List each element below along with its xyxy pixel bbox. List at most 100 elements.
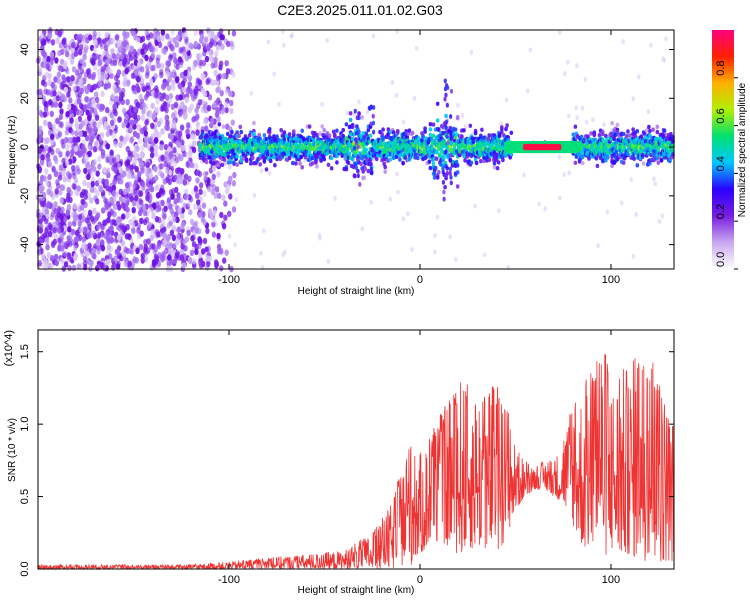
noise-pixel	[223, 214, 228, 221]
noise-pixel	[49, 110, 54, 118]
noise-pixel	[454, 257, 458, 262]
noise-pixel	[65, 111, 70, 118]
noise-pixel	[92, 207, 97, 214]
signal-pixel	[449, 141, 454, 146]
noise-pixel	[111, 131, 116, 139]
noise-pixel	[103, 121, 109, 128]
noise-pixel	[231, 180, 237, 187]
noise-pixel	[125, 98, 130, 106]
noise-pixel	[187, 81, 192, 88]
noise-pixel	[155, 98, 160, 105]
signal-pixel	[350, 136, 355, 142]
noise-pixel	[96, 224, 101, 231]
noise-pixel	[143, 94, 149, 101]
noise-pixel	[70, 75, 75, 82]
noise-pixel	[175, 94, 180, 101]
noise-pixel	[98, 184, 103, 192]
noise-pixel	[182, 238, 187, 245]
signal-pixel	[237, 133, 241, 139]
noise-pixel	[185, 128, 190, 135]
noise-pixel	[137, 171, 142, 178]
noise-pixel	[583, 77, 588, 82]
noise-pixel	[160, 35, 165, 42]
noise-pixel	[482, 252, 487, 258]
noise-pixel	[98, 144, 103, 152]
noise-pixel	[125, 165, 130, 172]
noise-pixel	[109, 59, 115, 66]
noise-pixel	[164, 248, 169, 255]
noise-pixel	[176, 58, 181, 66]
noise-pixel	[224, 60, 229, 67]
noise-pixel	[170, 193, 175, 200]
noise-pixel	[172, 160, 177, 167]
signal-pixel	[423, 129, 427, 134]
noise-pixel	[132, 256, 137, 263]
noise-pixel	[110, 38, 116, 45]
signal-pixel	[410, 130, 415, 136]
noise-pixel	[62, 242, 67, 249]
signal-pixel	[391, 130, 396, 135]
signal-pixel	[366, 168, 371, 174]
noise-pixel	[195, 177, 200, 184]
noise-pixel	[187, 175, 192, 182]
noise-pixel	[221, 72, 227, 80]
signal-pixel	[363, 166, 368, 172]
noise-pixel	[47, 121, 52, 128]
noise-pixel	[86, 181, 91, 188]
noise-pixel	[575, 63, 579, 69]
noise-pixel	[117, 116, 122, 123]
noise-pixel	[42, 56, 47, 64]
noise-pixel	[114, 248, 120, 256]
noise-pixel	[151, 113, 156, 120]
signal-pixel	[381, 135, 385, 140]
signal-pixel	[319, 158, 323, 163]
noise-pixel	[52, 221, 57, 228]
noise-pixel	[557, 154, 561, 160]
noise-pixel	[65, 68, 70, 75]
noise-pixel	[100, 152, 106, 159]
signal-pixel	[435, 118, 440, 123]
noise-pixel	[528, 47, 533, 53]
noise-pixel	[63, 261, 69, 268]
noise-pixel	[228, 175, 233, 182]
noise-pixel	[170, 175, 175, 182]
noise-pixel	[113, 166, 118, 174]
noise-pixel	[345, 110, 350, 116]
noise-pixel	[72, 136, 77, 144]
noise-pixel	[229, 99, 234, 107]
noise-pixel	[92, 253, 97, 260]
noise-pixel	[172, 117, 177, 124]
noise-pixel	[132, 159, 137, 166]
noise-pixel	[81, 143, 86, 151]
noise-pixel	[189, 103, 194, 110]
noise-pixel	[170, 71, 175, 78]
noise-pixel	[73, 50, 79, 57]
signal-pixel	[239, 129, 244, 135]
noise-pixel	[163, 143, 169, 151]
signal-pixel	[287, 155, 292, 161]
noise-pixel	[181, 86, 187, 93]
noise-pixel	[204, 246, 209, 253]
noise-pixel	[73, 145, 79, 153]
noise-pixel	[138, 190, 143, 197]
noise-pixel	[390, 80, 395, 85]
noise-pixel	[138, 243, 144, 251]
noise-pixel	[664, 36, 668, 42]
signal-pixel	[369, 170, 374, 176]
signal-pixel	[232, 160, 236, 165]
signal-pixel	[453, 127, 458, 132]
signal-pixel	[344, 122, 349, 127]
noise-pixel	[153, 165, 158, 173]
signal-pixel	[505, 123, 509, 128]
noise-pixel	[179, 248, 185, 256]
noise-pixel	[153, 246, 159, 253]
noise-pixel	[499, 121, 503, 127]
signal-pixel	[275, 156, 279, 162]
noise-pixel	[145, 72, 150, 79]
noise-pixel	[92, 64, 98, 71]
signal-pixel	[348, 111, 353, 116]
noise-pixel	[183, 173, 189, 180]
noise-pixel	[185, 161, 190, 168]
noise-pixel	[89, 186, 95, 193]
noise-pixel	[109, 196, 114, 203]
